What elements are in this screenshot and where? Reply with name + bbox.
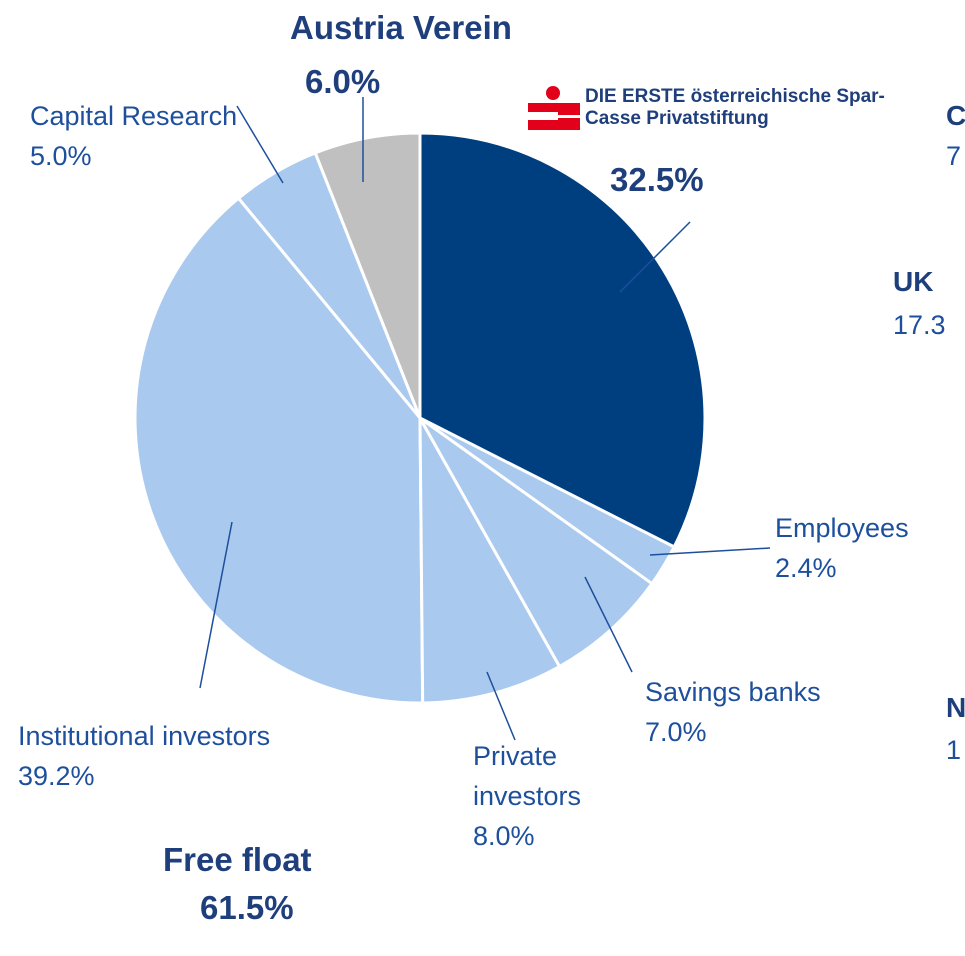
cropped-label: N xyxy=(946,692,965,723)
cropped-label: UK xyxy=(893,266,934,297)
slice-value: 32.5% xyxy=(610,161,704,198)
slice-value: 6.0% xyxy=(305,63,381,100)
slice-value: 8.0% xyxy=(473,821,535,851)
group-name: Free float xyxy=(163,841,312,878)
slice-name: Institutional investors xyxy=(18,721,271,751)
slice-name: Capital Research xyxy=(30,101,238,131)
pie-slice xyxy=(418,417,562,705)
cropped-label: 17.3 xyxy=(893,310,946,340)
slice-name: DIE ERSTE österreichische Spar-Casse Pri… xyxy=(585,86,885,129)
cropped-label: 1 xyxy=(946,735,962,765)
cropped-label: C xyxy=(946,100,965,131)
slice-value: 2.4% xyxy=(775,553,837,583)
slice-name: Employees xyxy=(775,513,909,543)
slice-name: Savings banks xyxy=(645,677,821,707)
pie-slice xyxy=(418,416,655,669)
group-value: 61.5% xyxy=(200,889,294,926)
slice-value: 7.0% xyxy=(645,717,707,747)
slice-value: 5.0% xyxy=(30,141,92,171)
logo-icon xyxy=(528,86,580,130)
leader-lines xyxy=(199,97,771,741)
slice-value: 39.2% xyxy=(18,761,95,791)
pie-slice xyxy=(418,131,707,549)
pie-slice xyxy=(133,196,425,705)
cropped-label: 7 xyxy=(946,141,962,171)
slice-name: Private investors xyxy=(473,741,582,811)
slice-name: Austria Verein xyxy=(290,9,512,46)
